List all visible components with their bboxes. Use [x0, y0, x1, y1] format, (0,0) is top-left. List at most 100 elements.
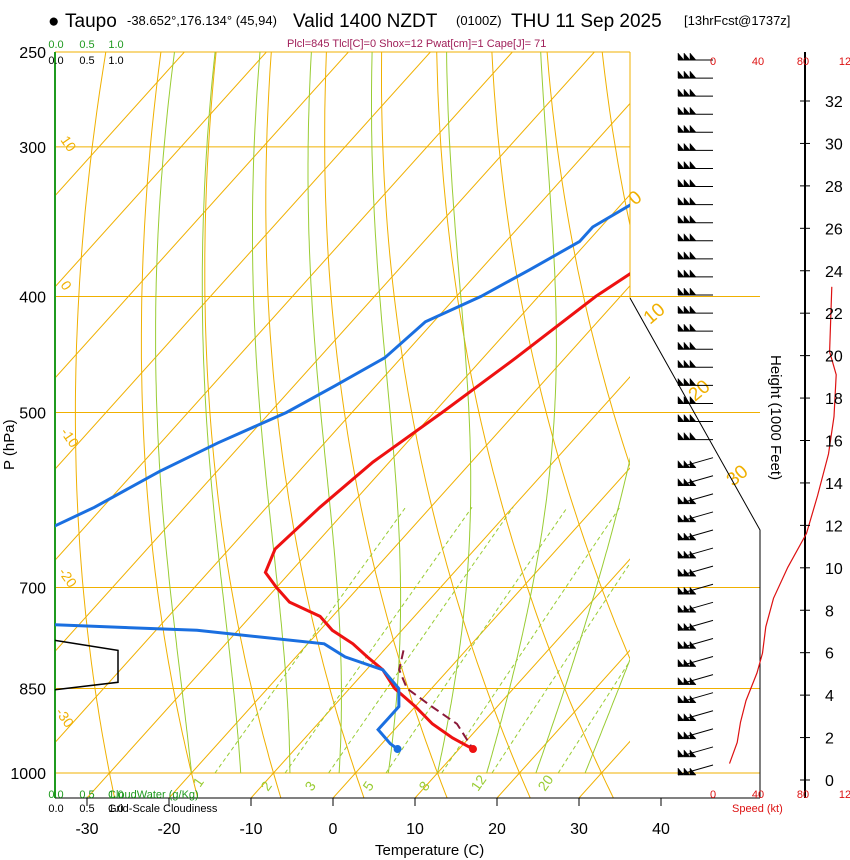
dry-adiabat-line: [140, 52, 199, 798]
cloudiness-bottom-label: 1.0: [108, 803, 123, 815]
pressure-tick-label: 400: [19, 289, 46, 306]
speed-line: [728, 286, 837, 764]
x-tick-label: 40: [652, 821, 670, 838]
x-tick-label: 30: [570, 821, 588, 838]
wind-barb-flag: [677, 106, 697, 115]
y-axis-title: P (hPa): [1, 419, 18, 470]
wind-barb-flag: [677, 196, 697, 206]
dewpoint-line: [55, 203, 630, 751]
isotherm-line: [55, 102, 630, 744]
temperature-line: [263, 272, 630, 751]
wind-barb-flag: [677, 731, 697, 740]
cloudiness-top-label: 0.5: [79, 55, 94, 67]
cloudiness-line: [54, 639, 119, 691]
wind-barb-shaft: [677, 656, 714, 668]
dry-adiabat-lines: [74, 52, 630, 798]
wind-barb-shaft: [677, 529, 714, 541]
isotherm-line: [55, 52, 350, 379]
sounding-params: Plcl=845 Tlcl[C]=0 Shox=12 Pwat[cm]=1 Ca…: [287, 38, 546, 50]
station-coords: -38.652°,176.134° (45,94): [127, 13, 277, 28]
height-tick-label: 2: [825, 731, 834, 748]
wind-barb-flag: [677, 695, 697, 704]
pressure-tick-label: 300: [19, 140, 46, 157]
height-tick-label: 8: [825, 603, 834, 620]
speed-bottom-label: 12: [839, 789, 850, 801]
mixing-ratio-line: [214, 507, 407, 774]
dry-adiabat-line: [324, 52, 448, 798]
speed-top-label: 12: [839, 56, 850, 68]
mixing-ratio-line: [328, 507, 514, 774]
height-tick-label: 12: [825, 518, 843, 535]
isotherm-line: [55, 52, 514, 561]
speed-bottom-label: 40: [752, 789, 764, 801]
wind-barb-flag: [677, 341, 697, 350]
cloudwater-top-label: 0.5: [79, 39, 94, 51]
cloudiness-top-label: 0.0: [48, 55, 63, 67]
cloudwater-bottom-label: 0.5: [79, 789, 94, 801]
x-tick-label: -10: [239, 821, 262, 838]
zulu-time: (0100Z): [456, 13, 502, 28]
height-tick-label: 14: [825, 476, 843, 493]
wind-barb-flag: [677, 496, 697, 505]
axis-labels: -30 -20 -10 0 10 20 30 402503004005007008501000…: [10, 39, 850, 838]
dry-adiabat-label: 20: [685, 376, 715, 406]
wind-barb-shaft: [677, 746, 714, 758]
moist-adiabat-line: [535, 456, 630, 774]
isotherm-line: [55, 52, 186, 197]
dry-adiabat-label: 10: [640, 299, 670, 329]
station-name: Taupo: [65, 11, 117, 32]
wind-barb-flag: [677, 749, 697, 758]
cloudwater-bottom-label: 1.0: [108, 789, 123, 801]
speed-profile: [728, 286, 837, 764]
mixing-ratio-label: 12: [467, 772, 489, 794]
wind-barb-flag: [677, 568, 697, 577]
wind-barb-flag: [677, 658, 697, 668]
wind-barb-shaft: [677, 601, 714, 613]
station-marker: ●: [48, 11, 59, 32]
wind-barb-flag: [677, 514, 697, 523]
speed-top-label: 80: [797, 56, 809, 68]
wind-barb-flag: [677, 640, 697, 650]
isotherm-line: [55, 52, 432, 470]
wind-barb-flag: [677, 323, 697, 332]
temperature-surface-marker: [468, 745, 477, 754]
x-tick-label: 0: [329, 821, 338, 838]
isotherm-line: [55, 52, 268, 288]
speed-top-label: 0: [710, 56, 716, 68]
mixing-ratio-label: 2: [257, 778, 275, 794]
mixing-ratio-line: [441, 507, 621, 774]
wind-barbs: [677, 52, 714, 776]
pressure-tick-label: 1000: [10, 766, 46, 783]
pressure-tick-label: 850: [19, 681, 46, 698]
wind-barb-flag: [677, 413, 697, 423]
cloudiness-profile: [54, 639, 119, 691]
mixing-ratio-line: [385, 507, 568, 774]
height-tick-label: 0: [825, 773, 834, 790]
moist-adiabat-line: [201, 52, 242, 774]
speed-top-label: 40: [752, 56, 764, 68]
wind-barb-shaft: [677, 493, 714, 505]
isotherm-line: [168, 285, 630, 798]
chart-header: ● Taupo -38.652°,176.134° (45,94) Valid …: [48, 11, 790, 50]
height-tick-label: 28: [825, 179, 843, 196]
valid-time: Valid 1400 NZDT: [293, 11, 438, 32]
height-tick-label: 10: [825, 561, 843, 578]
wind-barb-shaft: [677, 475, 714, 487]
wind-barb-shaft: [677, 674, 714, 686]
x-tick-label: -20: [157, 821, 180, 838]
dry-adiabat-line: [74, 52, 116, 798]
height-axis-title: Height (1000 Feet): [767, 355, 784, 480]
parcel-line: [398, 650, 474, 750]
isotherm-line: [496, 649, 630, 798]
wind-barb-shaft: [677, 511, 714, 523]
cloudwater-bottom-label: 0.0: [48, 789, 63, 801]
dry-adiabat-line: [491, 52, 630, 661]
pressure-tick-label: 500: [19, 406, 46, 423]
wind-barb-flag: [677, 431, 697, 441]
cloudiness-top-label: 1.0: [108, 55, 123, 67]
x-tick-label: 20: [488, 821, 506, 838]
wind-barb-flag: [677, 460, 697, 469]
mixing-ratio-line: [491, 562, 630, 774]
wind-barb-shaft: [677, 547, 714, 559]
cloudwater-title: CloudWater (g/Kg): [108, 789, 199, 801]
